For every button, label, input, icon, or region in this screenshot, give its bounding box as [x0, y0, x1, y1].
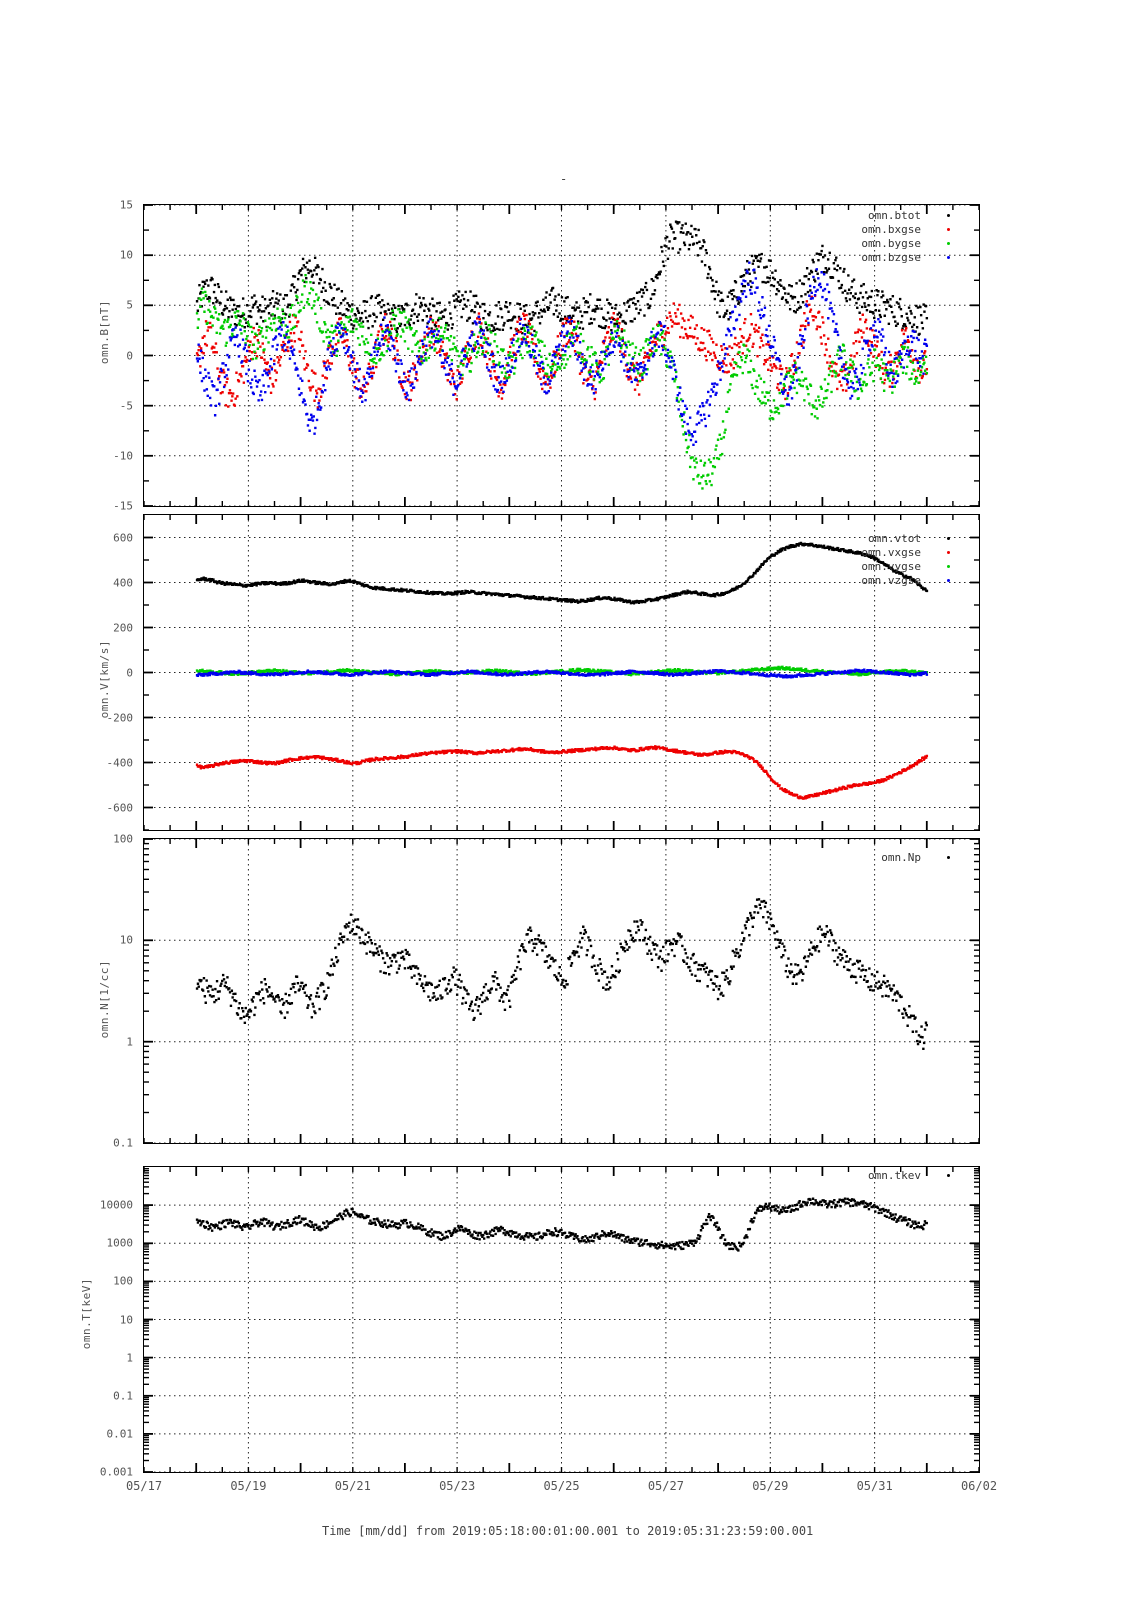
legend-marker-tkev [947, 1173, 950, 1177]
figure-caption: Time [mm/dd] from 2019:05:18:00:01:00.00… [322, 1524, 814, 1538]
x-axis-tick-label: 05/29 [752, 1479, 789, 1493]
panel-1-ytick-label: -5 [119, 399, 133, 413]
panel-2-ytick-label: -600 [106, 801, 134, 814]
x-axis-tick-label: 05/17 [125, 1479, 163, 1493]
x-axis-tick-label: 05/25 [543, 1479, 580, 1493]
panel-2-ytick-label: 0 [126, 666, 133, 679]
panel-4-ytick-label: 10000 [99, 1198, 133, 1212]
legend-marker-vtot [947, 536, 950, 540]
panel1-legend: omn.btot omn.bxgse omn.bygse omn.bzgse [790, 208, 950, 264]
series-omn-bzgse [195, 261, 929, 447]
panel-3-ytick-label: 10 [119, 933, 133, 947]
panel-2-ytick-label: 400 [113, 576, 133, 589]
legend-label: omn.btot [868, 208, 921, 222]
series-omn-vzgse [195, 668, 929, 679]
legend-item: omn.vxgse [790, 545, 950, 559]
panel-temperature [143, 1166, 980, 1473]
legend-item: omn.bygse [790, 236, 950, 250]
panel-3-ytick-label: 1 [126, 1035, 133, 1049]
series-omn-btot [195, 220, 929, 336]
legend-label: omn.bygse [861, 236, 921, 250]
series-omn-Np [195, 898, 928, 1051]
legend-label: omn.vtot [868, 531, 921, 545]
panel-4-ytick-label: 10 [119, 1313, 133, 1326]
legend-label: omn.vygse [861, 559, 921, 573]
panel-4-ytick-label: 0.001 [99, 1465, 133, 1479]
legend-item: omn.vtot [790, 531, 950, 545]
legend-marker-bzgse [947, 255, 950, 259]
legend-marker-vxgse [947, 550, 950, 554]
panel-4-canvas [144, 1167, 979, 1472]
figure-top-title: - [560, 172, 568, 186]
legend-label: omn.vxgse [861, 545, 921, 559]
legend-marker-vzgse [947, 578, 950, 582]
panel-3-ytick-label: 0.1 [113, 1136, 133, 1150]
legend-item: omn.vzgse [790, 573, 950, 587]
legend-item: omn.btot [790, 208, 950, 222]
x-axis-tick-label: 05/31 [856, 1479, 893, 1493]
legend-marker-np [947, 855, 950, 859]
panel4-legend: omn.tkev [790, 1168, 950, 1182]
legend-item: omn.bzgse [790, 250, 950, 264]
series-omn-tkev [195, 1197, 928, 1252]
x-axis-tick-label: 05/23 [439, 1479, 476, 1493]
legend-label: omn.bzgse [861, 250, 921, 264]
panel-magnetic-field [143, 204, 980, 507]
panel-2-ytick-label: 600 [113, 531, 133, 544]
legend-marker-btot [947, 213, 950, 217]
legend-label: omn.Np [881, 850, 921, 864]
legend-marker-vygse [947, 564, 950, 568]
legend-label: omn.vzgse [861, 573, 921, 587]
x-axis-tick-label: 05/19 [230, 1479, 267, 1493]
x-axis-tick-label: 06/02 [960, 1479, 998, 1493]
x-axis-tick-label: 05/27 [647, 1479, 684, 1493]
panel-2-canvas [144, 515, 979, 830]
series-omn-vtot [195, 541, 929, 605]
legend-item: omn.vygse [790, 559, 950, 573]
series-omn-vxgse [195, 745, 929, 800]
panel3-y-axis-label: omn.N[1/cc] [98, 960, 111, 1039]
panel-4-ytick-label: 1 [126, 1351, 133, 1365]
panel-1-ytick-label: -15 [113, 499, 133, 513]
panel3-legend: omn.Np [790, 850, 950, 864]
panel-4-ytick-label: 0.1 [113, 1389, 133, 1403]
panel-2-ytick-label: 200 [113, 621, 133, 634]
legend-item: omn.tkev [790, 1168, 950, 1182]
panel-velocity [143, 514, 980, 831]
panel-1-canvas [144, 205, 979, 506]
panel-4-ytick-label: 0.01 [106, 1427, 134, 1441]
legend-label: omn.bxgse [861, 222, 921, 236]
panel-1-ytick-label: 0 [126, 349, 133, 362]
legend-marker-bxgse [947, 227, 950, 231]
panel-4-ytick-label: 1000 [106, 1236, 134, 1250]
series-omn-bygse [195, 273, 929, 490]
panel2-y-axis-label: omn.V[km/s] [98, 640, 111, 719]
panel-3-ytick-label: 100 [113, 832, 133, 846]
panel-density [143, 838, 980, 1144]
legend-marker-bygse [947, 241, 950, 245]
panel-1-ytick-label: 15 [119, 198, 133, 212]
panel-2-ytick-label: -200 [106, 711, 134, 724]
panel-1-ytick-label: -10 [113, 449, 133, 463]
panel-2-ytick-label: -400 [106, 756, 134, 769]
x-axis-tick-label: 05/21 [334, 1479, 371, 1493]
legend-label: omn.tkev [868, 1168, 921, 1182]
legend-item: omn.Np [790, 850, 950, 864]
panel-1-ytick-label: 5 [126, 298, 133, 312]
panel-3-canvas [144, 839, 979, 1143]
panel2-legend: omn.vtot omn.vxgse omn.vygse omn.vzgse [790, 531, 950, 587]
legend-item: omn.bxgse [790, 222, 950, 236]
panel-4-ytick-label: 100 [113, 1274, 133, 1288]
panel-1-ytick-label: 10 [119, 248, 133, 262]
